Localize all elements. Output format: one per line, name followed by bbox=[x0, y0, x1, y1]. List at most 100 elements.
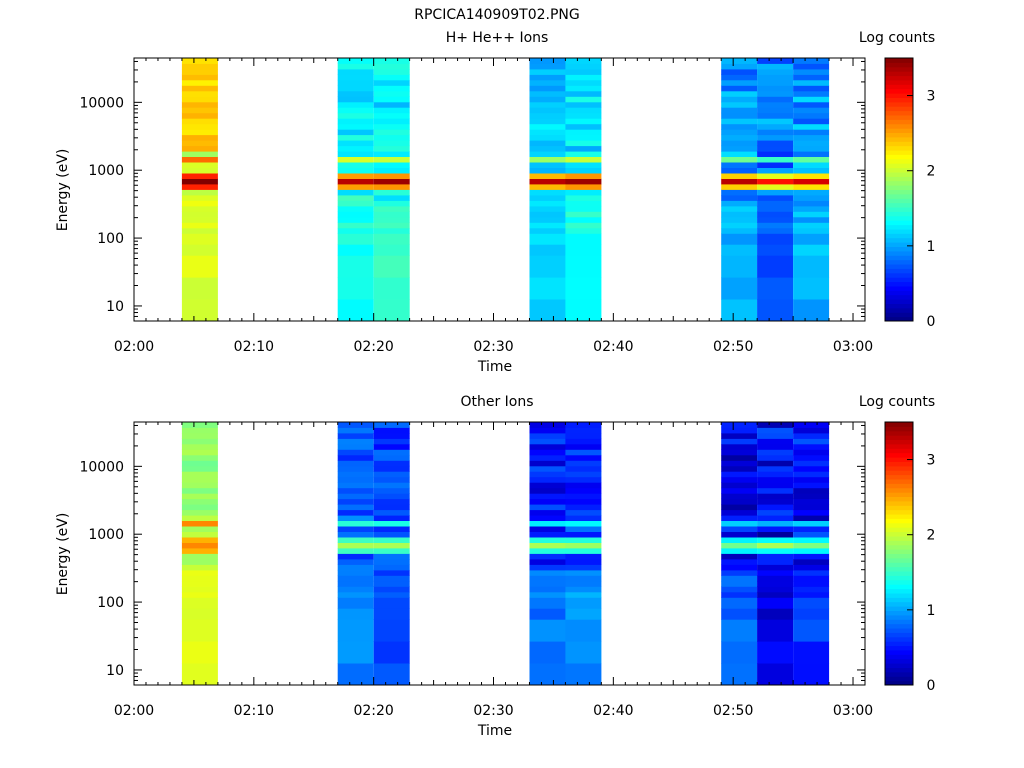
heatmap-cell bbox=[757, 211, 794, 218]
heatmap-cell bbox=[721, 460, 758, 467]
heatmap-cell bbox=[565, 222, 602, 229]
heatmap-cell bbox=[757, 427, 794, 434]
heatmap-cell bbox=[337, 586, 374, 593]
heatmap-cell bbox=[721, 553, 758, 560]
colorbar-swatch bbox=[885, 422, 913, 427]
colorbar-swatch bbox=[885, 645, 913, 651]
heatmap-cell bbox=[757, 482, 794, 489]
heatmap-cell bbox=[373, 85, 410, 92]
colorbar-swatch bbox=[885, 566, 913, 572]
heatmap-cell bbox=[565, 107, 602, 114]
heatmap-cell bbox=[721, 178, 758, 185]
heatmap-cell bbox=[721, 504, 758, 511]
heatmap-cell bbox=[793, 195, 830, 201]
heatmap-cell bbox=[373, 449, 410, 456]
heatmap-cell bbox=[529, 107, 566, 114]
heatmap-cell bbox=[793, 233, 830, 245]
heatmap-cell bbox=[337, 63, 374, 70]
colorbar-swatch bbox=[885, 97, 913, 103]
heatmap-cell bbox=[757, 575, 794, 582]
panel-title-h-he-ions: H+ He++ Ions bbox=[446, 30, 549, 46]
heatmap-cell bbox=[793, 299, 830, 322]
heatmap-cell bbox=[757, 449, 794, 456]
colorbar-swatch bbox=[885, 101, 913, 107]
heatmap-cell bbox=[529, 427, 566, 434]
heatmap-cell bbox=[793, 482, 830, 489]
x-tick-label: 02:30 bbox=[473, 339, 513, 355]
plot-frame-h-he-ions bbox=[133, 57, 866, 322]
heatmap-cell bbox=[181, 227, 218, 234]
heatmap-cell bbox=[757, 504, 794, 511]
heatmap-cell bbox=[181, 140, 218, 147]
heatmap-cell bbox=[757, 178, 794, 185]
x-tick-label: 02:20 bbox=[353, 703, 393, 719]
colorbar-swatch bbox=[885, 228, 913, 234]
colorbar-swatch bbox=[885, 132, 913, 138]
heatmap-cell bbox=[793, 427, 830, 434]
heatmap-cell bbox=[757, 58, 794, 64]
colorbar-swatch bbox=[885, 242, 913, 247]
heatmap-cell bbox=[793, 454, 830, 461]
heatmap-cell bbox=[721, 564, 758, 571]
heatmap-cell bbox=[757, 471, 794, 478]
heatmap-cell bbox=[721, 140, 758, 147]
heatmap-cell bbox=[373, 123, 410, 130]
colorbar-swatch bbox=[885, 79, 913, 85]
colorbar-swatch bbox=[885, 557, 913, 563]
colorbar-swatch bbox=[885, 614, 913, 620]
heatmap-cell bbox=[565, 96, 602, 103]
heatmap-cell bbox=[529, 460, 566, 467]
heatmap-cell bbox=[337, 471, 374, 478]
heatmap-cell bbox=[337, 96, 374, 103]
heatmap-cell bbox=[373, 586, 410, 593]
heatmap-cell bbox=[337, 189, 374, 196]
heatmap-cell bbox=[337, 515, 374, 521]
heatmap-cell bbox=[565, 619, 602, 642]
heatmap-cell bbox=[721, 580, 758, 587]
heatmap-cell bbox=[181, 184, 218, 190]
heatmap-cell bbox=[793, 222, 830, 229]
heatmap-cell bbox=[337, 112, 374, 119]
colorbar-label: Log counts bbox=[859, 30, 935, 46]
heatmap-cell bbox=[793, 101, 830, 108]
heatmap-cell bbox=[757, 222, 794, 229]
heatmap-cell bbox=[565, 63, 602, 70]
heatmap-cell bbox=[565, 184, 602, 190]
heatmap-cell bbox=[181, 422, 218, 428]
heatmap-cell bbox=[337, 493, 374, 500]
colorbar-swatch bbox=[885, 562, 913, 568]
heatmap-cell bbox=[757, 526, 794, 532]
heatmap-cell bbox=[529, 476, 566, 483]
heatmap-cell bbox=[373, 184, 410, 190]
heatmap-cell bbox=[793, 112, 830, 119]
heatmap-cell bbox=[757, 553, 794, 560]
heatmap-cell bbox=[565, 438, 602, 445]
heatmap-cell bbox=[181, 156, 218, 163]
heatmap-cell bbox=[793, 553, 830, 560]
heatmap-cell bbox=[793, 200, 830, 207]
heatmap-cell bbox=[181, 641, 218, 664]
heatmap-cell bbox=[721, 520, 758, 527]
heatmap-cell bbox=[529, 145, 566, 152]
heatmap-cell bbox=[337, 167, 374, 174]
heatmap-cell bbox=[757, 79, 794, 86]
heatmap-cell bbox=[181, 205, 218, 212]
heatmap-cell bbox=[373, 96, 410, 103]
heatmap-cell bbox=[565, 564, 602, 571]
heatmap-cell bbox=[337, 69, 374, 75]
colorbar-tick-label: 0 bbox=[927, 314, 936, 330]
x-tick-label: 02:50 bbox=[713, 703, 753, 719]
heatmap-cell bbox=[793, 79, 830, 86]
heatmap-cell bbox=[793, 476, 830, 483]
heatmap-cell bbox=[181, 663, 218, 686]
heatmap-cell bbox=[529, 227, 566, 234]
heatmap-cell bbox=[529, 641, 566, 664]
heatmap-cell bbox=[373, 509, 410, 516]
heatmap-cell bbox=[373, 205, 410, 212]
colorbar-swatch bbox=[885, 237, 913, 243]
heatmap-cell bbox=[529, 537, 566, 543]
heatmap-cell bbox=[565, 471, 602, 478]
heatmap-cell bbox=[181, 101, 218, 108]
heatmap-cell bbox=[793, 597, 830, 609]
